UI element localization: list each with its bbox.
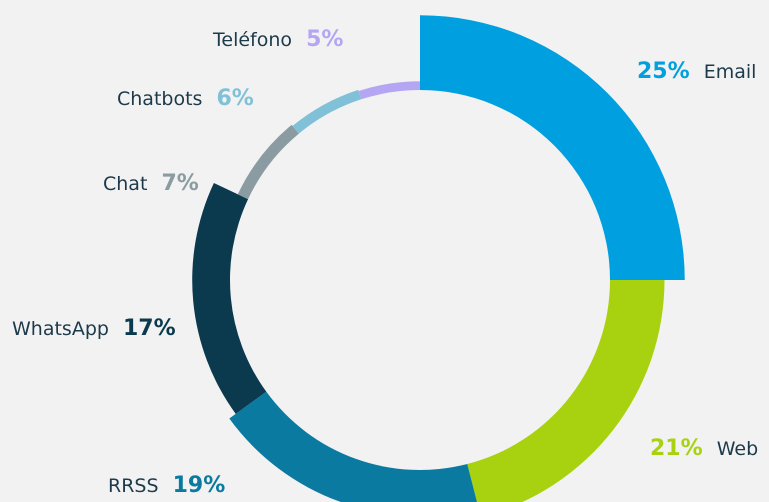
percent-label: 7%: [161, 171, 198, 196]
donut-segment: [358, 81, 420, 100]
percent-label: 6%: [216, 86, 253, 111]
donut-segment: [237, 124, 299, 200]
percent-label: 21%: [650, 436, 703, 461]
segment-label: RRSS 19%: [108, 473, 225, 498]
segment-label: Chatbots 6%: [117, 86, 254, 111]
donut-segment: [292, 89, 362, 134]
segment-label: Teléfono 5%: [212, 27, 343, 52]
donut-segment: [420, 15, 685, 280]
percent-label: 5%: [306, 27, 343, 52]
donut-segment: [467, 280, 665, 502]
segment-label: Chat 7%: [103, 171, 199, 196]
segment-label: 21% Web: [650, 436, 758, 461]
percent-label: 25%: [637, 59, 690, 84]
percent-label: 17%: [123, 316, 176, 341]
category-name: Email: [704, 61, 757, 83]
segment-label: WhatsApp 17%: [12, 316, 176, 341]
category-name: RRSS: [108, 475, 159, 497]
category-name: Chatbots: [117, 88, 202, 110]
category-name: Web: [717, 438, 758, 460]
donut-segment: [229, 391, 478, 502]
category-name: WhatsApp: [12, 318, 109, 340]
category-name: Chat: [103, 173, 147, 195]
segment-label: 25% Email: [637, 59, 756, 84]
percent-label: 19%: [173, 473, 226, 498]
category-name: Teléfono: [212, 29, 292, 51]
donut-segment: [192, 183, 267, 414]
